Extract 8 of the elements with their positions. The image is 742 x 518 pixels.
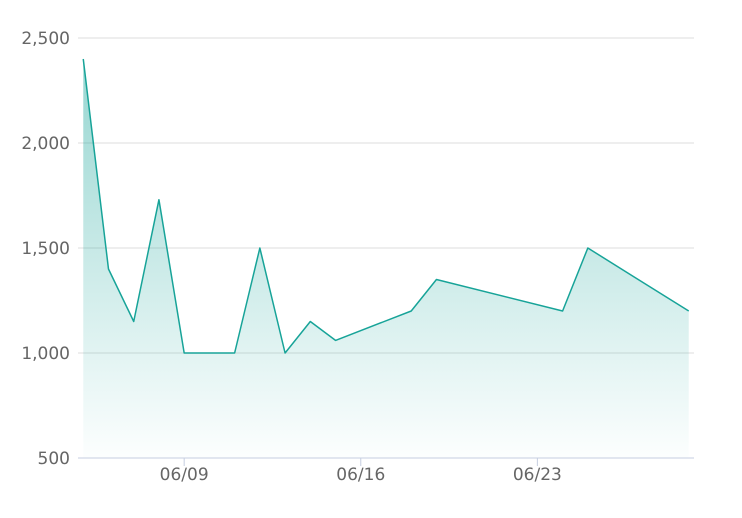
x-tick-label: 06/16 (336, 465, 386, 486)
y-tick-label: 1,500 (21, 239, 70, 260)
x-tick-label: 06/09 (160, 465, 209, 486)
y-tick-label: 1,000 (21, 344, 70, 364)
y-tick-label: 500 (38, 449, 70, 470)
y-tick-label: 2,000 (21, 134, 70, 154)
x-tick-label: 06/23 (512, 465, 562, 486)
y-tick-label: 2,500 (21, 29, 70, 50)
